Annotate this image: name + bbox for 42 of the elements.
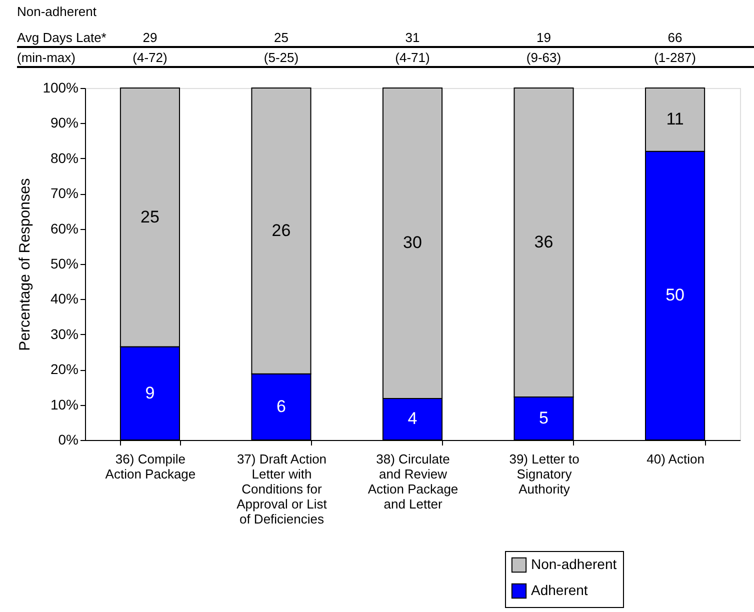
annotation: 26 [272, 220, 291, 240]
text: (9-63) [526, 50, 562, 65]
text: (1-287) [654, 50, 696, 65]
annotation: 4 [408, 409, 418, 428]
text: (4-71) [395, 50, 430, 65]
x-tick-label: 38) Circulate and Review Action Package and Letter [368, 452, 458, 512]
x-tick-label: 40) Action [646, 452, 704, 466]
annotation: 25 [140, 207, 160, 226]
annotation: 11 [666, 110, 684, 129]
y-tick-label: 40% [50, 290, 78, 307]
annotation: 5 [539, 408, 548, 428]
text: (4-72) [132, 50, 168, 65]
text: 19 [536, 30, 551, 45]
text: (min-max) [17, 50, 76, 65]
y-tick-label: 30% [50, 326, 78, 342]
legend-label: Adherent [531, 582, 588, 598]
text: 25 [274, 30, 288, 45]
legend-label: Non-adherent [531, 556, 617, 572]
annotation: 36 [534, 232, 554, 252]
y-tick-label: 10% [50, 396, 78, 412]
text: 66 [668, 30, 682, 45]
y-tick-label: 70% [50, 185, 78, 202]
x-tick-label: 39) Letter to Signatory Authority [509, 452, 580, 496]
y-axis-title: Percentage of Responses [16, 178, 34, 351]
text: (5-25) [264, 50, 299, 65]
text: Avg Days Late* [17, 30, 106, 45]
annotation: 50 [666, 286, 684, 305]
annotation: 9 [145, 383, 155, 402]
x-tick-label: 37) Draft Action Letter with Conditions for Approval or List of Deficiencies [236, 452, 328, 526]
text: 31 [405, 30, 420, 45]
annotation: 6 [276, 396, 286, 416]
y-tick-label: 20% [50, 361, 78, 378]
y-tick-label: 100% [42, 80, 78, 96]
text: Non-adherent [17, 4, 97, 19]
y-tick-label: 90% [50, 114, 78, 131]
y-tick-label: 60% [50, 220, 78, 236]
text: 29 [142, 30, 158, 45]
y-tick-label: 0% [58, 432, 78, 448]
annotation: 30 [403, 233, 422, 252]
x-tick-label: 36) Compile Action Package [105, 452, 196, 482]
y-tick-label: 80% [50, 150, 78, 166]
y-tick-label: 50% [50, 256, 78, 272]
